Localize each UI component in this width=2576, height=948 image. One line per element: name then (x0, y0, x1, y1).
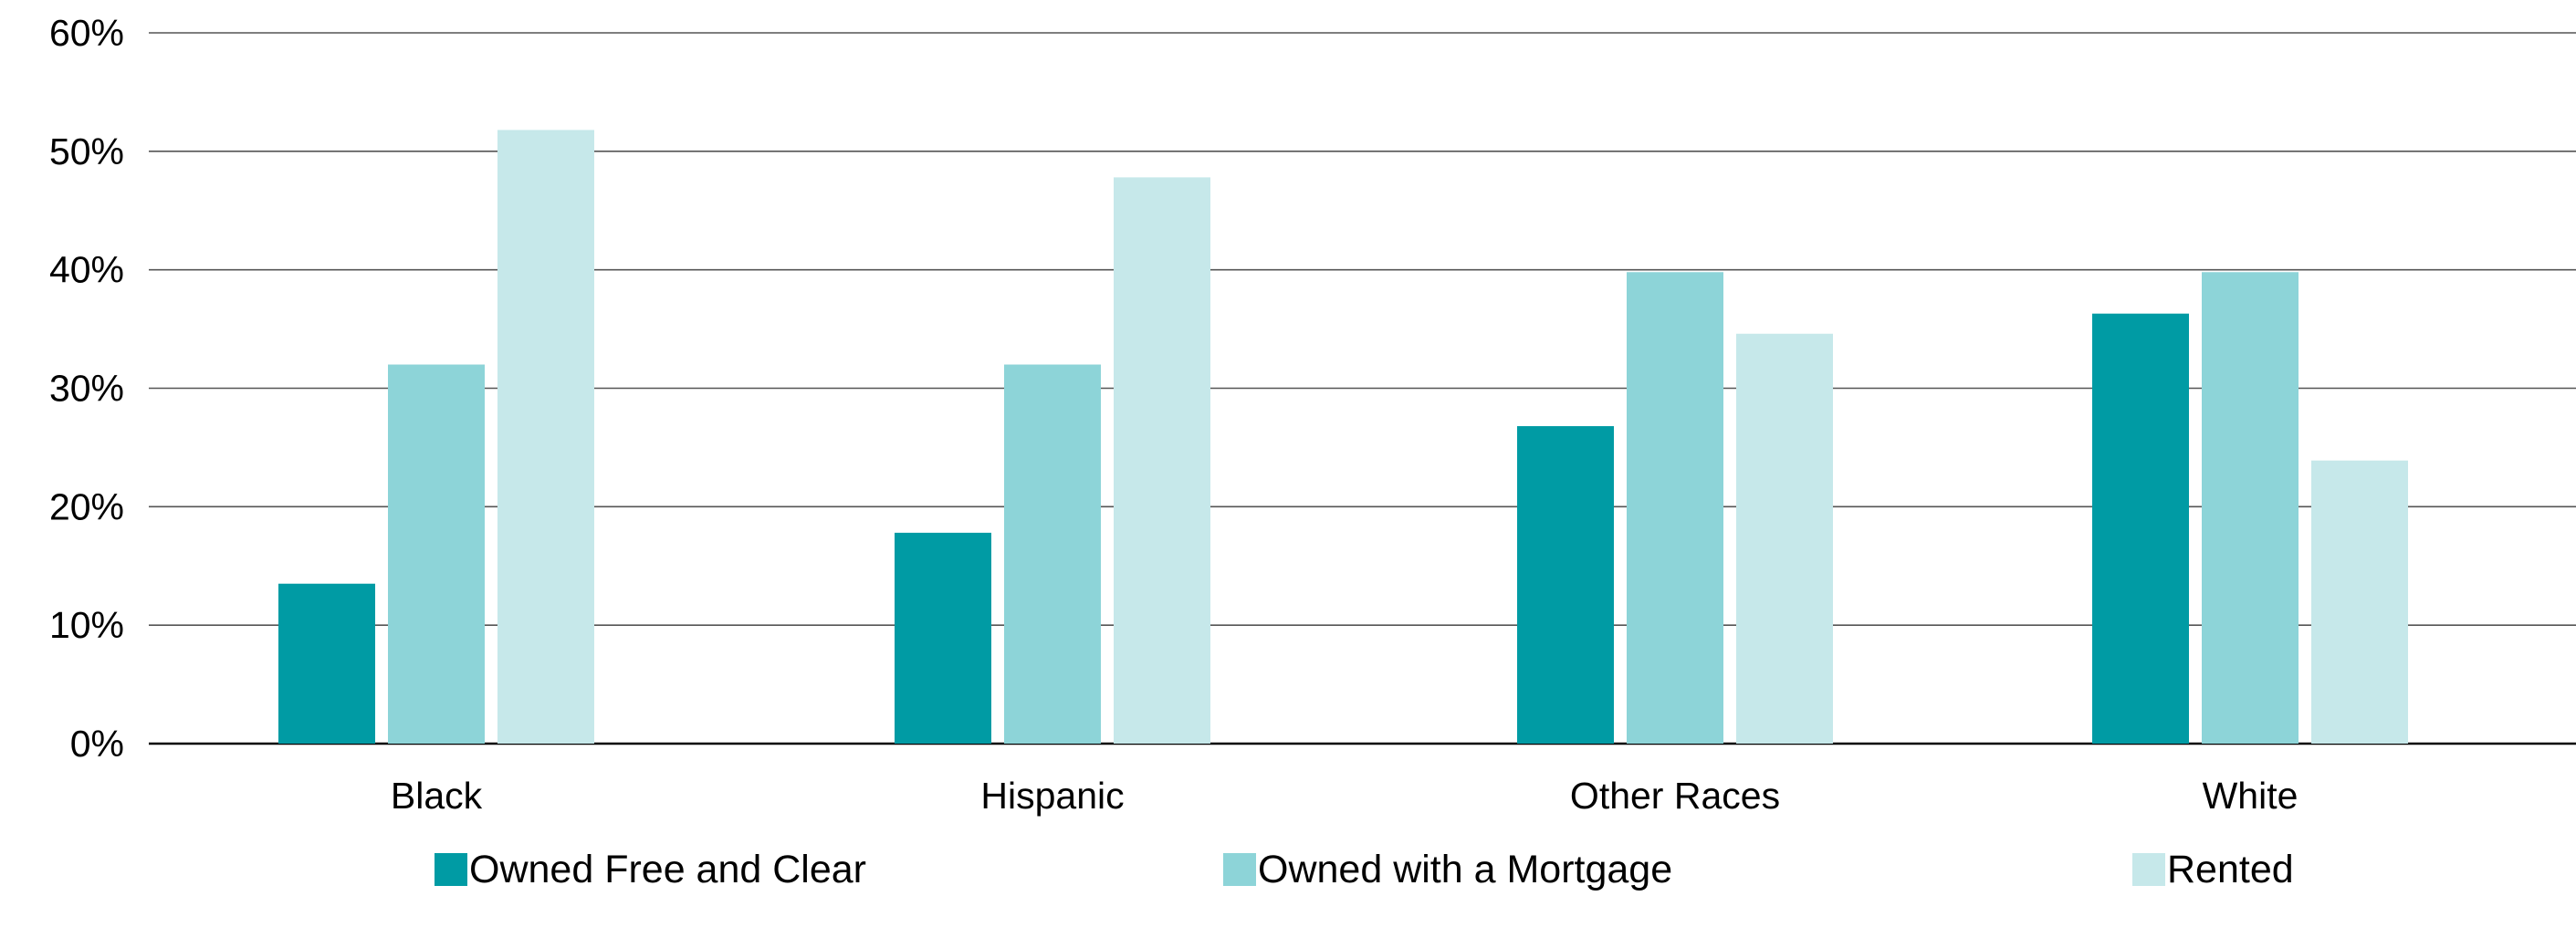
bar-other-races-owned-with-a-mortgage (1627, 272, 1723, 745)
bar-white-owned-with-a-mortgage (2202, 272, 2299, 745)
legend-label: Owned Free and Clear (469, 848, 866, 891)
x-axis: Black Hispanic Other Races White (391, 775, 2299, 817)
y-tick-label: 50% (49, 130, 124, 172)
legend-label: Rented (2167, 848, 2294, 891)
y-tick-label: 0% (70, 723, 124, 765)
bar-hispanic-owned-with-a-mortgage (1004, 364, 1101, 744)
y-tick-label: 60% (49, 12, 124, 54)
legend-swatch (435, 853, 467, 886)
legend-swatch (2132, 853, 2165, 886)
bar-black-owned-free-and-clear (278, 583, 375, 744)
bar-black-owned-with-a-mortgage (388, 364, 485, 744)
bar-hispanic-owned-free-and-clear (895, 532, 991, 744)
y-tick-label: 30% (49, 368, 124, 410)
bar-other-races-owned-free-and-clear (1517, 426, 1614, 744)
y-axis: 0% 10% 20% 30% 40% 50% 60% (49, 12, 124, 765)
legend-swatch (1223, 853, 1256, 886)
bar-hispanic-rented (1114, 177, 1210, 744)
bar-white-owned-free-and-clear (2092, 313, 2189, 744)
legend: Owned Free and Clear Owned with a Mortgag… (435, 848, 2294, 891)
bars (278, 130, 2408, 745)
x-category-label: Other Races (1570, 775, 1780, 817)
x-category-label: Hispanic (980, 775, 1124, 817)
y-tick-label: 40% (49, 249, 124, 291)
bar-other-races-rented (1736, 333, 1833, 744)
y-tick-label: 20% (49, 485, 124, 527)
legend-label: Owned with a Mortgage (1258, 848, 1672, 891)
bar-white-rented (2311, 460, 2408, 744)
x-category-label: Black (391, 775, 483, 817)
x-category-label: White (2203, 775, 2299, 817)
y-tick-label: 10% (49, 604, 124, 646)
bar-black-rented (497, 130, 594, 745)
